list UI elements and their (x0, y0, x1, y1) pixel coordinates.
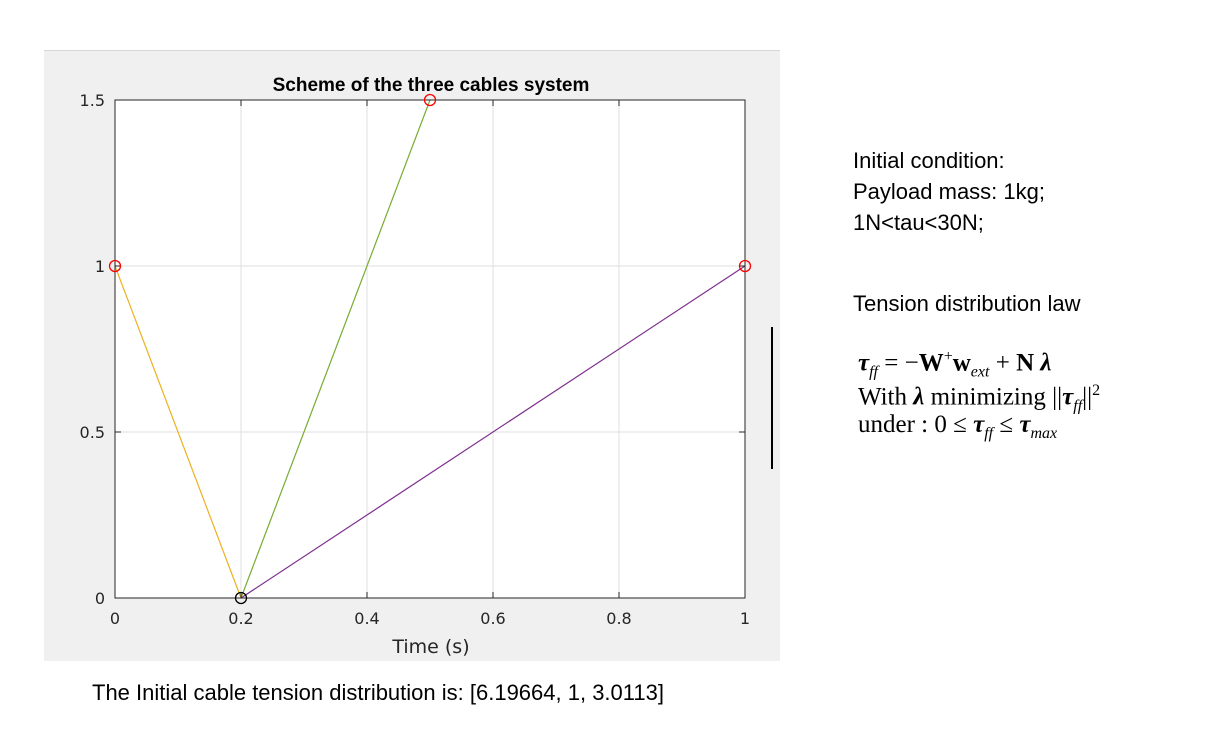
marker-layer (108, 93, 752, 605)
formula-lambda: λ (1040, 349, 1052, 377)
x-tick-label: 0.2 (228, 609, 253, 628)
anchor-marker-2 (423, 93, 437, 107)
anchor-marker-1 (108, 259, 122, 273)
tension-caption: The Initial cable tension distribution i… (92, 680, 664, 705)
formula-w: w (952, 349, 971, 377)
y-tick-label: 1.5 (80, 91, 105, 110)
formula-W: W (918, 349, 944, 377)
x-tick-label: 0.8 (606, 609, 631, 628)
formula-tau-3: τ (973, 411, 985, 438)
formula-row-1: τff = −W+wext + N λ (858, 340, 1100, 380)
tick-layer: 0 0.2 0.4 0.6 0.8 1 0 0.5 1 1.5 (80, 91, 751, 628)
cable-line-3 (240, 265, 746, 599)
formula-ff-2: ff (1073, 397, 1083, 415)
formula-minimizing: minimizing || (924, 383, 1063, 411)
cable-line-1 (114, 265, 242, 599)
formula-leq: ≤ (993, 411, 1020, 438)
formula-ff: ff (869, 363, 878, 381)
formula-under: under : 0 ≤ (858, 411, 974, 438)
formula-max: max (1030, 425, 1058, 442)
chart-svg: 0 0.2 0.4 0.6 0.8 1 0 0.5 1 1.5 Scheme of the thr… (80, 75, 752, 658)
initial-condition-notes: Initial condition: Payload mass: 1kg; 1N… (853, 145, 1045, 238)
formula-norm-close: || (1082, 383, 1093, 411)
formula-tau-2: τ (1062, 383, 1074, 411)
formula-row-3: under : 0 ≤ τff ≤ τmax (858, 408, 1100, 442)
cable-line-2 (240, 99, 431, 599)
formula-sq: 2 (1092, 382, 1101, 399)
chart-title: Scheme of the three cables system (273, 75, 590, 96)
formula-row-2: With λ minimizing ||τff||2 (858, 374, 1101, 414)
formula-N: N (1016, 349, 1035, 377)
formula-with: With (858, 383, 914, 411)
formula-ff-3: ff (984, 425, 994, 442)
plot-area (115, 100, 745, 598)
y-tick-label: 1 (95, 257, 105, 276)
series-layer (114, 99, 746, 599)
x-tick-label: 1 (740, 609, 750, 628)
formula-lambda-2: λ (913, 383, 925, 411)
x-tick-label: 0.6 (480, 609, 505, 628)
payload-marker-4 (234, 591, 248, 605)
formula-plus: + (989, 349, 1017, 377)
formula-tau-4: τ (1019, 411, 1031, 438)
formula-eq: = − (878, 349, 919, 377)
formula-tau: τ (858, 349, 870, 377)
y-tick-label: 0 (95, 589, 105, 608)
tension-formula: τff = −W+wext + N λ With λ minimizing ||… (858, 340, 1100, 442)
note-heading: Initial condition: (853, 148, 1005, 173)
note-tension-range: 1N<tau<30N; (853, 210, 984, 235)
formula-plus-sup: + (943, 348, 953, 365)
plot-frame (114, 99, 746, 599)
x-axis-title: Time (s) (391, 636, 469, 658)
anchor-marker-3 (738, 259, 752, 273)
note-payload-mass: Payload mass: 1kg; (853, 179, 1045, 204)
x-tick-label: 0.4 (354, 609, 379, 628)
x-tick-label: 0 (110, 609, 120, 628)
law-heading: Tension distribution law (853, 291, 1081, 316)
y-tick-label: 0.5 (80, 423, 105, 442)
formula-ext: ext (970, 363, 990, 381)
figure-panel: 0 0.2 0.4 0.6 0.8 1 0 0.5 1 1.5 Scheme of the thr… (44, 50, 780, 661)
separator-line (771, 327, 773, 469)
